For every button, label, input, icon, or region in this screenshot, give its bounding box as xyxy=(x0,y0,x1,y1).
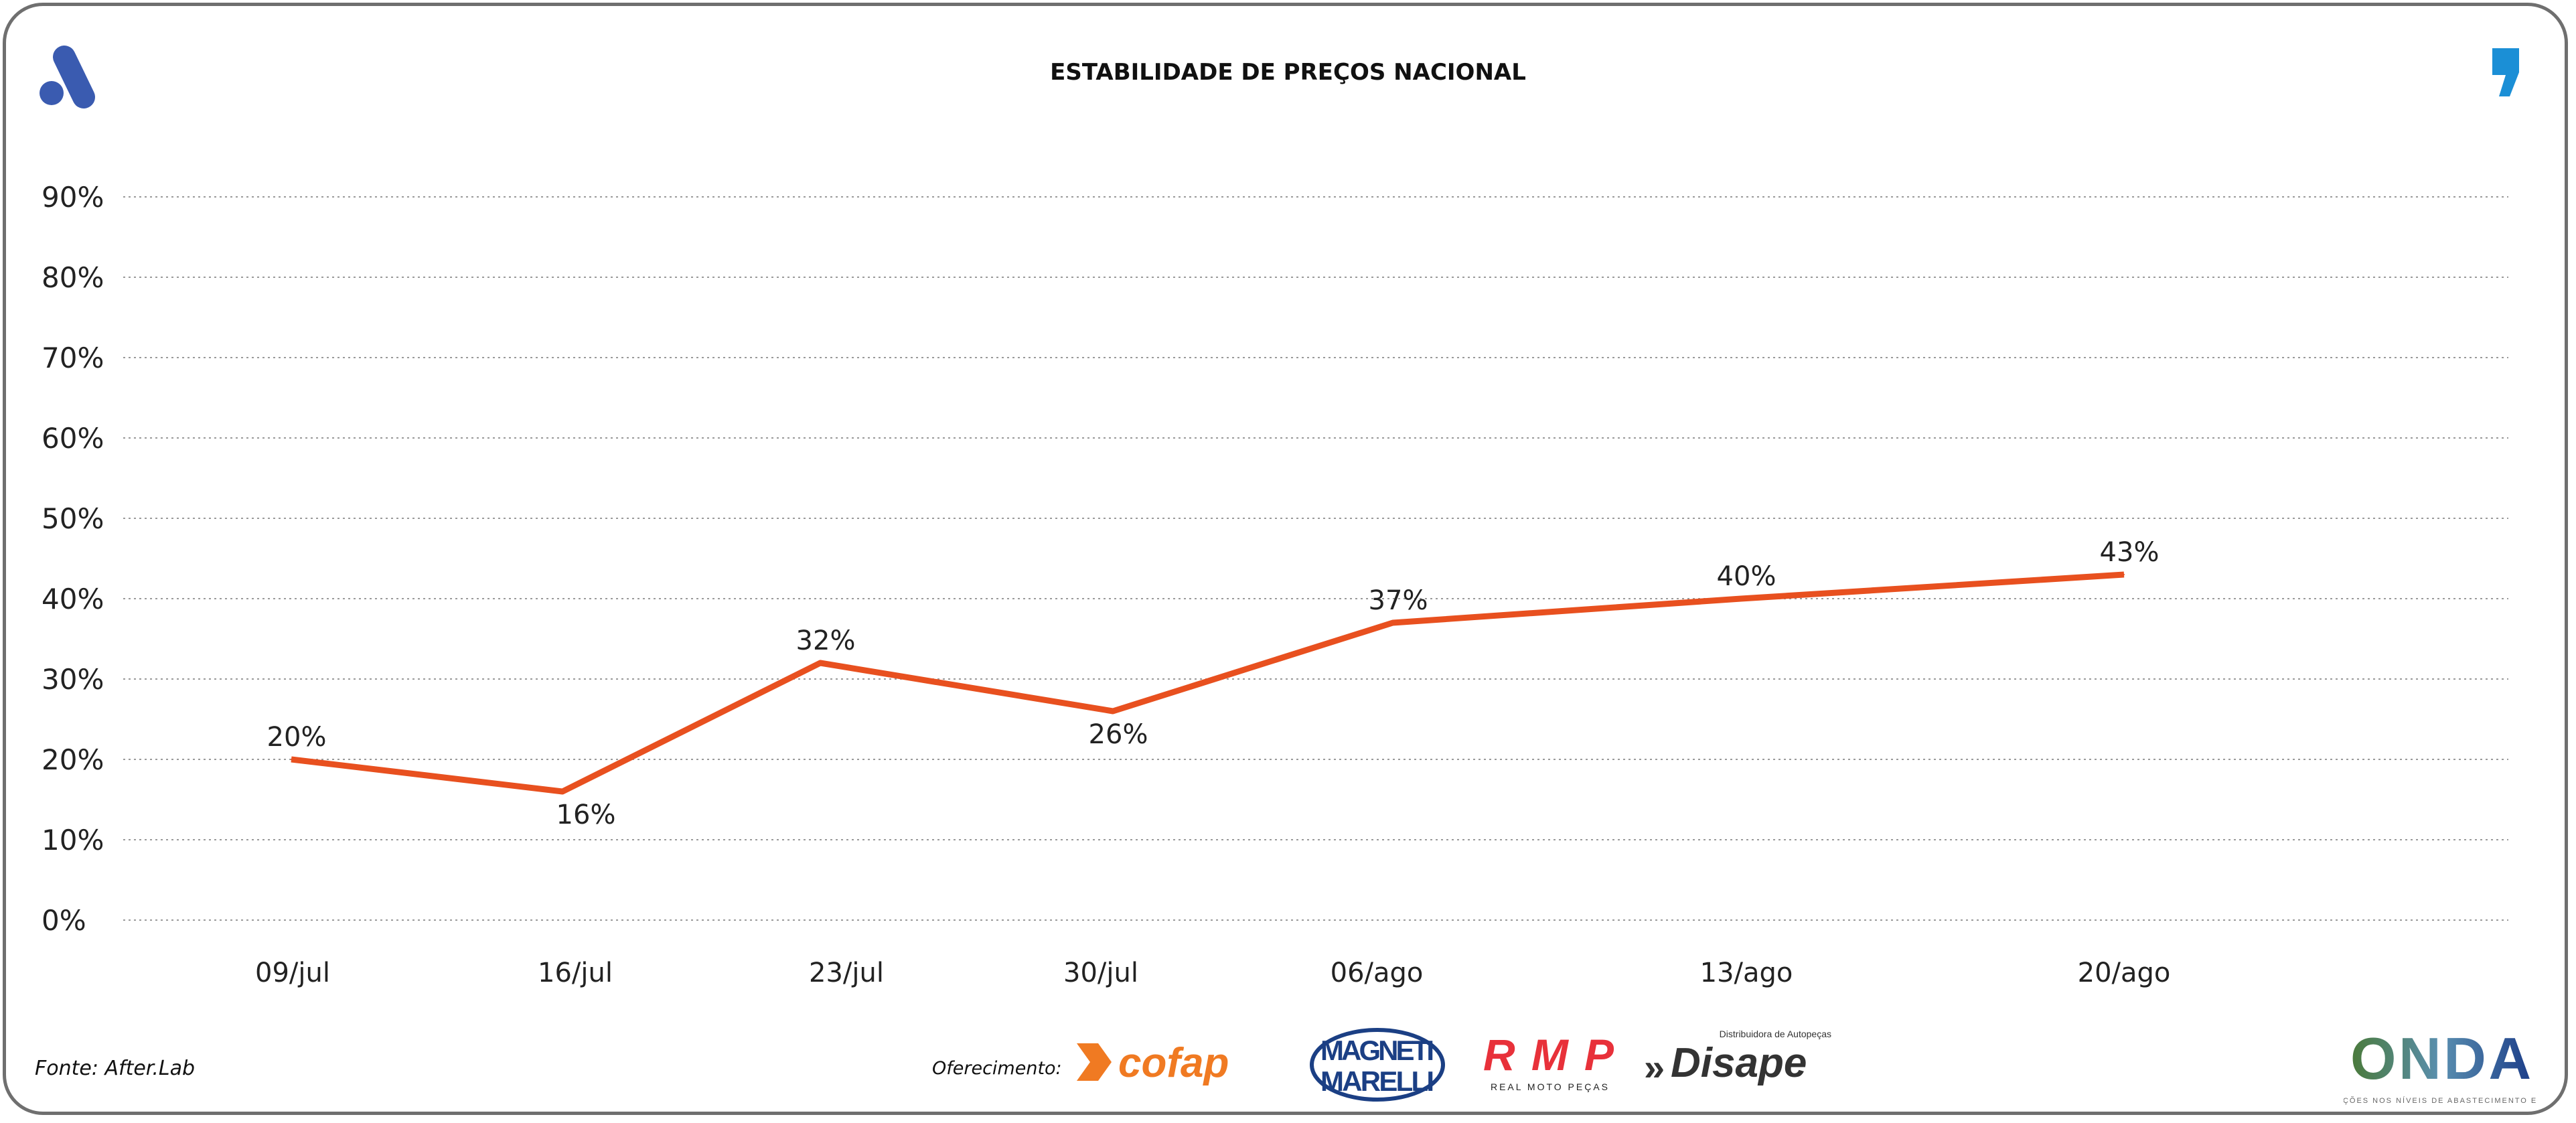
data-label: 32% xyxy=(796,625,856,656)
chart-title: ESTABILIDADE DE PREÇOS NACIONAL xyxy=(1050,59,1526,86)
disape-logo: Distribuidora de Autopeças Disape xyxy=(1671,1029,1831,1085)
data-label: 40% xyxy=(1717,561,1776,592)
svg-text:RMP: RMP xyxy=(1483,1031,1614,1079)
x-tick-label: 16/jul xyxy=(538,958,613,988)
data-point xyxy=(1112,710,1114,712)
disape-tagline: Distribuidora de Autopeças xyxy=(1719,1029,1831,1039)
data-label: 43% xyxy=(2100,537,2160,568)
x-tick-label: 20/ago xyxy=(2078,958,2171,988)
y-tick-label: 70% xyxy=(42,342,104,374)
x-tick-label: 23/jul xyxy=(809,958,884,988)
svg-text:ONDA: ONDA xyxy=(2350,1028,2531,1092)
data-point xyxy=(291,759,292,760)
rmp-logo: RMP REAL MOTO PEÇAS xyxy=(1483,1031,1614,1092)
data-point xyxy=(820,662,821,664)
x-tick-label: 30/jul xyxy=(1063,958,1138,988)
data-point xyxy=(2123,574,2125,575)
source-note: Fonte: After.Lab xyxy=(35,1057,196,1080)
chart-frame xyxy=(3,3,2568,1115)
y-tick-label: 80% xyxy=(42,261,104,294)
cofap-logo: cofap xyxy=(1077,1040,1229,1086)
data-label: 20% xyxy=(267,722,327,753)
svg-text:cofap: cofap xyxy=(1118,1040,1229,1086)
disape-chevron-icon: » xyxy=(1644,1046,1665,1088)
disape-wordmark: Disape xyxy=(1671,1040,1807,1086)
y-tick-label: 10% xyxy=(42,824,104,856)
y-tick-label: 50% xyxy=(42,502,104,535)
y-tick-label: 0% xyxy=(42,904,86,937)
data-point xyxy=(1392,622,1393,623)
data-label: 16% xyxy=(556,800,616,830)
data-label: 37% xyxy=(1369,585,1428,616)
data-label: 26% xyxy=(1089,719,1148,750)
x-tick-label: 13/ago xyxy=(1700,958,1793,988)
data-point xyxy=(1740,598,1742,599)
svg-text:MAGNETI: MAGNETI xyxy=(1320,1035,1434,1066)
onda-logo: ONDA OSCILAÇÕES NOS NÍVEIS DE ABASTECIME… xyxy=(2344,1028,2538,1105)
svg-text:OSCILAÇÕES NOS NÍVEIS DE ABAST: OSCILAÇÕES NOS NÍVEIS DE ABASTECIMENTO E… xyxy=(2344,1096,2538,1105)
x-tick-label: 09/jul xyxy=(255,958,330,988)
svg-text:REAL MOTO PEÇAS: REAL MOTO PEÇAS xyxy=(1491,1081,1610,1092)
quote-mark-icon xyxy=(2492,48,2519,96)
data-point xyxy=(562,791,563,792)
y-tick-label: 90% xyxy=(42,181,104,214)
x-tick-label: 06/ago xyxy=(1331,958,1424,988)
brand-a-logo-icon xyxy=(40,46,95,108)
svg-text:MARELLI: MARELLI xyxy=(1320,1065,1434,1097)
sponsors-label: Oferecimento: xyxy=(932,1058,1062,1079)
y-tick-label: 40% xyxy=(42,583,104,615)
y-tick-label: 60% xyxy=(42,422,104,455)
y-tick-label: 20% xyxy=(42,743,104,776)
magneti-marelli-logo: MAGNETI MARELLI xyxy=(1310,1028,1445,1102)
y-tick-label: 30% xyxy=(42,663,104,696)
